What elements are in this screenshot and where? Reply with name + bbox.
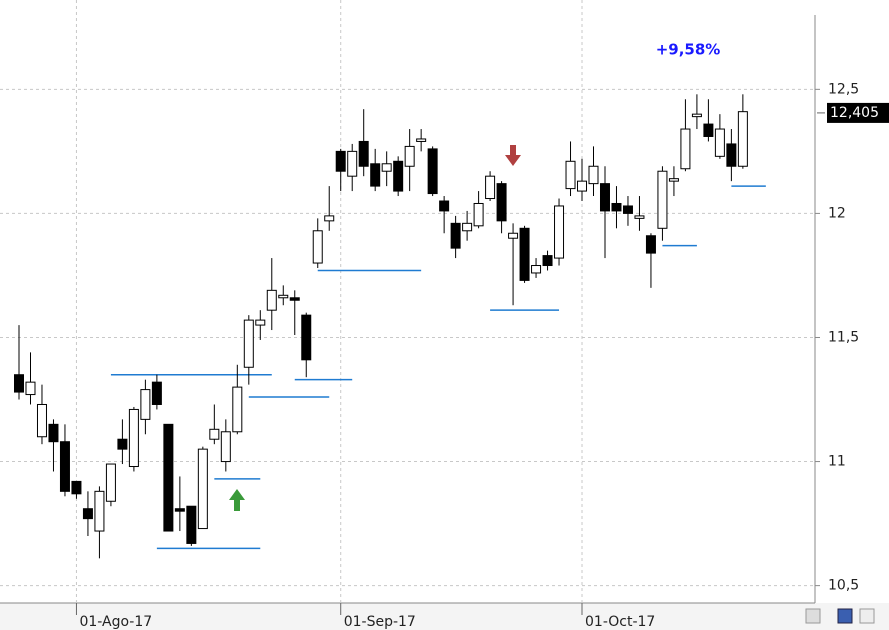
candle-body [450,222,461,249]
plot: 10,5 11 11,5 12 12,5 01-Ago-17 01-Sep-17 01-Oct… [0,0,859,630]
y-tick-label: 11,5 [828,329,859,345]
candle-body [393,160,404,192]
candle-body [588,165,599,185]
candle-body [542,255,553,267]
candle-body [105,463,116,502]
candle-body [301,314,312,361]
candle-body [128,408,139,468]
candle-body [439,200,450,212]
sell-arrow [505,145,521,166]
candle-body [220,431,231,463]
candle-body [496,183,507,222]
icon[interactable] [805,608,821,624]
last-price-box [827,102,889,123]
x-axis-band [0,603,889,630]
candle-body [404,145,415,167]
x-tick-label: 01-Sep-17 [344,614,416,630]
candle-body [634,215,645,219]
candle-body [59,441,70,492]
candle-body [531,265,542,274]
candle-body [622,205,633,214]
candle-body [312,230,323,264]
candle-body [174,508,185,512]
candle-body [703,123,714,137]
candle-body [473,202,484,227]
candle-body [358,140,369,167]
candle-body [691,113,702,118]
candle-body [680,128,691,170]
candle-body [485,175,496,200]
candle-body [36,403,47,438]
candle-body [117,438,128,450]
candle-body [645,235,656,254]
candle-body [289,297,300,301]
candle-body [370,163,381,187]
buy-arrow [229,489,245,511]
candle-body [151,381,162,405]
candle-body [209,428,220,440]
candle-body [255,319,266,326]
candle-body [657,170,668,229]
candle-body [577,180,588,192]
candle-body [186,505,197,544]
candle-body [427,148,438,195]
x-tick-label: 01-Ago-17 [79,614,152,630]
save-icon[interactable] [837,608,853,624]
last-price-label: 12,405 [830,105,879,121]
x-tick-label: 01-Oct-17 [585,614,655,630]
y-tick-label: 12,5 [828,81,859,97]
candle-body [611,202,622,212]
candle-body [416,138,427,142]
candle-body [94,490,105,532]
candle-body [278,294,289,299]
pin-icon[interactable] [859,608,875,624]
candle-body [14,374,24,393]
candle-body [599,183,610,212]
candle-body [82,508,93,520]
y-tick-label: 10,5 [828,578,859,594]
candle-body [324,215,335,222]
candle-body [726,143,737,167]
candle-body [519,227,530,281]
candle-body [335,150,346,172]
candle-body [737,111,748,167]
candle-body [565,160,576,190]
candle-body [232,386,243,433]
candle-body [71,480,82,495]
candle-body [243,319,254,368]
candle-body [668,178,679,182]
candle-body [347,150,358,177]
candle-body [462,222,473,232]
candle-body [140,389,151,420]
candle-body [266,289,277,311]
candle-body [508,232,519,239]
candle-body [381,163,392,172]
candle-body [554,205,565,259]
candle-body [163,423,174,532]
candle-body [197,448,208,530]
y-tick-label: 12 [828,205,846,221]
candle-body [714,128,725,157]
y-tick-label: 11 [828,454,846,470]
candle-body [25,381,36,396]
annotation: +9,58% [656,41,721,59]
candle-body [48,423,59,443]
